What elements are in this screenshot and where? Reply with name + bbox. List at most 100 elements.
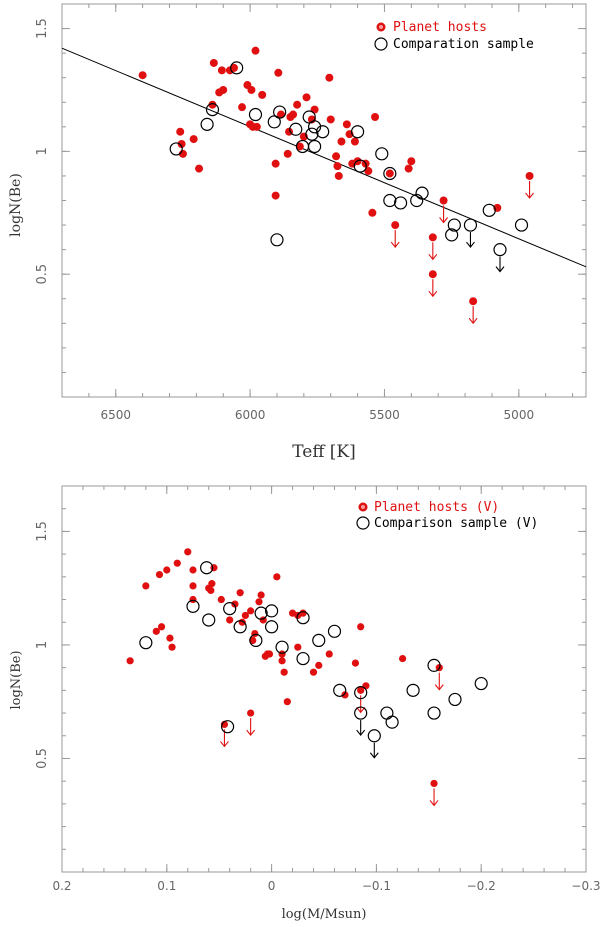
planet-host-point (439, 196, 448, 205)
x-tick-label: 0.1 (157, 879, 176, 893)
comparison-point (296, 611, 310, 625)
planet-host-point (525, 171, 534, 180)
legend-comparison-v-label: Comparison sample (V) (374, 516, 538, 531)
comparison-point (375, 147, 389, 161)
comparison-point (447, 218, 461, 232)
mass-data-points (126, 548, 488, 807)
planet-host-point (195, 164, 204, 173)
planet-host-point (283, 149, 292, 158)
x-tick-label: 0 (268, 879, 276, 893)
planet-host-point (428, 233, 437, 242)
comparison-point (312, 633, 326, 648)
planet-host-point (294, 643, 302, 651)
planet-host-point (368, 208, 377, 217)
x-tick-label: 6500 (100, 408, 131, 422)
upper-limit-arrow-head (428, 254, 438, 261)
comparison-point (327, 624, 342, 638)
comparison-point (220, 720, 235, 734)
planet-host-point (265, 650, 274, 658)
comparison-point (254, 606, 268, 620)
planet-host-point (271, 191, 280, 200)
planet-host-point (337, 137, 346, 146)
teff-plot-frame (61, 3, 587, 398)
comparison-point (385, 715, 399, 729)
upper-limit-arrow-head (434, 684, 444, 691)
legend-comparation-label: Comparation sample (393, 37, 534, 52)
planet-host-point (152, 627, 160, 635)
planet-host-point (251, 46, 260, 55)
x-tick-label: −0.2 (467, 879, 496, 893)
upper-limit-arrow-head (429, 800, 439, 807)
planet-host-point (249, 636, 257, 645)
planet-host-point (289, 110, 298, 119)
planet-host-point (247, 607, 255, 615)
comparison-point (354, 686, 368, 700)
planet-host-point (325, 73, 334, 82)
comparison-point (316, 125, 330, 139)
planet-host-point (155, 570, 164, 579)
planet-host-point (247, 85, 256, 94)
mass-y-axis-label: logN(Be) (9, 650, 24, 709)
planet-host-point (295, 142, 304, 151)
mass-ticks: 0.2 0.1 0 −0.1 −0.2 −0.3 0.5 1 1.5 (35, 486, 600, 893)
y-tick-label: 1 (35, 641, 50, 649)
planet-host-point (258, 90, 267, 99)
teff-x-axis-label: Teff [K] (292, 442, 356, 462)
planet-host-point (274, 68, 283, 77)
comparison-point (493, 243, 507, 257)
planet-host-point (341, 691, 349, 699)
planet-host-point (217, 66, 226, 75)
planet-host-point (255, 598, 263, 606)
comparison-point (380, 706, 394, 720)
comparison-point (289, 122, 303, 136)
planet-host-point (399, 654, 407, 663)
teff-ticks: 6500 6000 5500 5000 0.5 1 1.5 (35, 4, 586, 422)
comparison-point (427, 706, 441, 720)
planet-host-point (271, 159, 280, 168)
comparison-point (186, 599, 200, 613)
comparison-point (248, 107, 263, 122)
comparison-point (354, 706, 368, 720)
planet-host-point (364, 167, 373, 176)
planet-host-point (163, 566, 171, 574)
planet-host-point (350, 137, 359, 146)
comparison-point (202, 613, 216, 627)
planet-host-point (299, 609, 307, 617)
teff-legend: Planet hosts Comparation sample (374, 20, 534, 52)
comparison-point (353, 159, 367, 173)
upper-limit-arrow-head (356, 707, 366, 714)
planet-host-point (168, 643, 176, 651)
y-tick-label: 1.5 (35, 521, 50, 542)
teff-data-points (138, 46, 534, 325)
planet-host-point (236, 589, 244, 597)
planet-host-point (302, 93, 311, 102)
planet-host-point (217, 595, 225, 604)
planet-host-point (333, 162, 342, 171)
comparison-point (463, 218, 478, 232)
y-tick-label: 0.5 (35, 264, 50, 285)
comparison-point (265, 604, 279, 618)
comparison-point (200, 117, 214, 131)
legend-planet-hosts-label: Planet hosts (393, 20, 487, 35)
upper-limit-arrow-head (495, 266, 505, 273)
planet-host-point (283, 698, 291, 706)
mass-legend: Planet hosts (V) Comparison sample (V) (356, 500, 538, 531)
planet-host-point (334, 171, 343, 180)
planet-host-point (157, 623, 166, 631)
planet-host-point (278, 657, 286, 665)
comparison-point (230, 61, 244, 75)
planet-host-point (189, 582, 197, 590)
planet-host-point (315, 661, 323, 669)
comparison-point (233, 620, 247, 634)
legend-planet-hosts-v-marker-inner (361, 505, 365, 509)
comparison-point (445, 228, 459, 242)
comparison-point (169, 142, 183, 156)
comparison-point (200, 561, 214, 575)
planet-host-point (293, 100, 302, 109)
comparison-point (265, 620, 279, 634)
comparison-point (270, 233, 284, 247)
mass-plot-frame (61, 485, 587, 873)
x-tick-label: 6000 (235, 408, 266, 422)
planet-host-point (325, 650, 333, 658)
